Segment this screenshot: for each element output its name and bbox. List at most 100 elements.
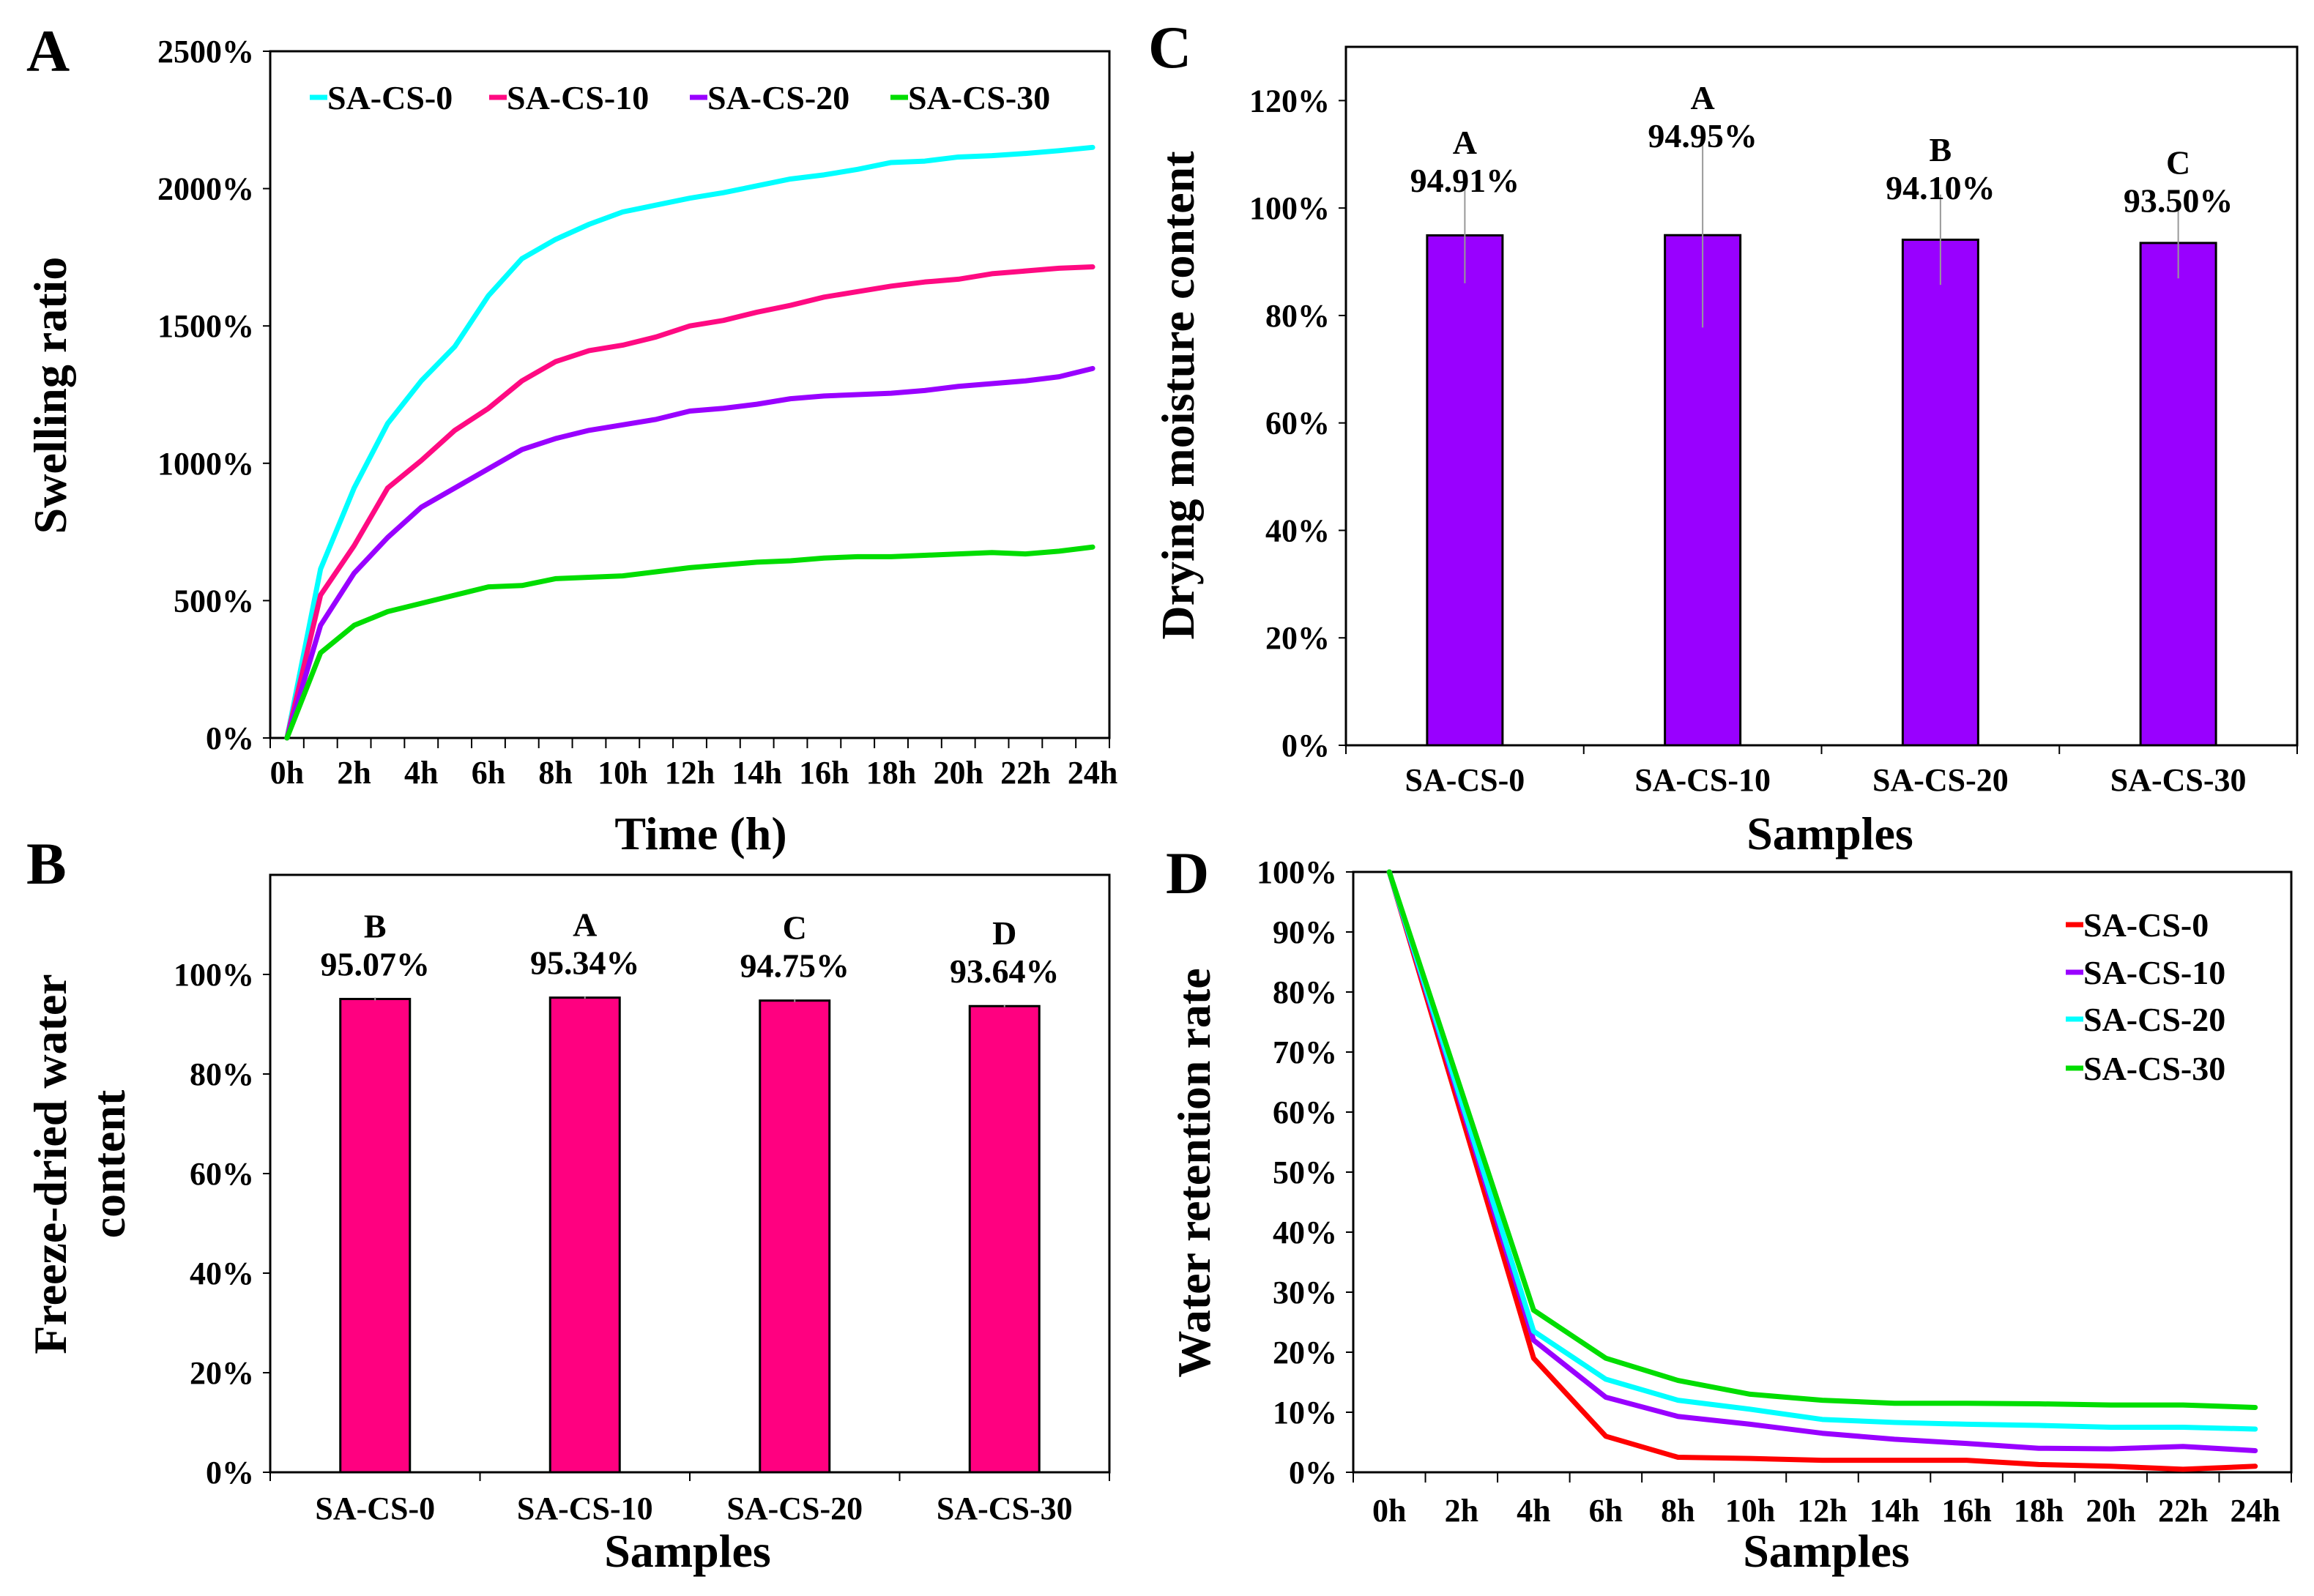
bar-b-sa-cs-20 bbox=[759, 999, 831, 1474]
significance-letter-c: B bbox=[1930, 131, 1952, 168]
series-line-a-sa-cs-20 bbox=[284, 365, 1095, 741]
x-tick-label-a: 2h bbox=[337, 755, 371, 791]
y-tick-label-d: 10% bbox=[1273, 1395, 1337, 1431]
y-axis-title-d: Water retention rate bbox=[1168, 968, 1220, 1377]
bar-c-sa-cs-30 bbox=[2139, 242, 2217, 747]
y-tick-label-c: 100% bbox=[1249, 190, 1330, 226]
y-tick-label-c: 60% bbox=[1265, 406, 1330, 441]
panel-label-b: B bbox=[26, 830, 67, 897]
x-tick-label-a: 22h bbox=[1000, 755, 1050, 791]
y-tick-label-a: 0% bbox=[206, 720, 254, 756]
value-label-c: 94.10% bbox=[1886, 169, 1995, 206]
series-line-d-sa-cs-30 bbox=[1386, 869, 2258, 1410]
x-tick-label-b: SA-CS-30 bbox=[937, 1491, 1073, 1526]
x-tick-label-d: 4h bbox=[1517, 1493, 1550, 1529]
series-line-a-sa-cs-30 bbox=[284, 544, 1095, 741]
x-tick-label-c: SA-CS-30 bbox=[2110, 762, 2247, 798]
significance-letter-b: B bbox=[364, 908, 387, 945]
panel-label-a: A bbox=[26, 18, 70, 84]
y-tick-label-d: 40% bbox=[1273, 1215, 1337, 1250]
value-label-b: 94.75% bbox=[740, 947, 850, 985]
x-tick-label-d: 8h bbox=[1661, 1493, 1694, 1529]
y-tick-label-b: 60% bbox=[190, 1156, 254, 1192]
x-tick-label-d: 2h bbox=[1445, 1493, 1478, 1529]
bar-b-sa-cs-0 bbox=[339, 998, 412, 1474]
x-axis-title-c: Samples bbox=[1746, 808, 1913, 859]
y-tick-label-d: 100% bbox=[1257, 854, 1337, 890]
x-tick-label-a: 20h bbox=[933, 755, 983, 791]
y-tick-label-a: 1000% bbox=[157, 446, 254, 482]
x-tick-label-d: 12h bbox=[1797, 1493, 1847, 1529]
significance-letter-c: A bbox=[1453, 124, 1477, 161]
bar-b-sa-cs-30 bbox=[968, 1004, 1041, 1474]
y-tick-label-b: 40% bbox=[190, 1256, 254, 1291]
x-tick-label-a: 24h bbox=[1068, 755, 1117, 791]
x-tick-label-a: 12h bbox=[665, 755, 715, 791]
y-tick-label-d: 30% bbox=[1273, 1275, 1337, 1310]
series-line-a-sa-cs-10 bbox=[284, 264, 1095, 741]
x-tick-label-d: 24h bbox=[2230, 1493, 2280, 1529]
significance-letter-b: D bbox=[992, 914, 1016, 952]
x-tick-label-a: 0h bbox=[270, 755, 304, 791]
legend-label-a: SA-CS-0 bbox=[327, 79, 453, 116]
y-tick-label-a: 2000% bbox=[157, 171, 254, 207]
y-tick-label-a: 500% bbox=[174, 583, 254, 619]
x-tick-label-a: 6h bbox=[472, 755, 505, 791]
significance-letter-b: A bbox=[573, 906, 597, 944]
y-axis-title-b: Freeze-dried water bbox=[24, 974, 76, 1354]
y-tick-label-b: 100% bbox=[174, 957, 254, 993]
x-tick-label-c: SA-CS-20 bbox=[1872, 762, 2009, 798]
value-label-c: 94.95% bbox=[1648, 117, 1757, 154]
y-tick-label-d: 50% bbox=[1273, 1155, 1337, 1190]
significance-letter-b: C bbox=[783, 909, 807, 947]
y-tick-label-b: 20% bbox=[190, 1355, 254, 1391]
panel-label-c: C bbox=[1148, 14, 1191, 81]
value-label-b: 95.07% bbox=[321, 946, 431, 983]
x-tick-label-b: SA-CS-20 bbox=[726, 1491, 863, 1526]
y-tick-label-d: 60% bbox=[1273, 1095, 1337, 1130]
x-tick-label-d: 0h bbox=[1372, 1493, 1406, 1529]
series-line-a-sa-cs-0 bbox=[284, 144, 1095, 741]
x-tick-label-a: 4h bbox=[404, 755, 438, 791]
x-tick-label-d: 22h bbox=[2158, 1493, 2208, 1529]
y-axis-title-b: content bbox=[83, 1089, 135, 1238]
plot-frame-a bbox=[269, 50, 1111, 739]
x-tick-label-d: 20h bbox=[2086, 1493, 2135, 1529]
x-tick-label-d: 14h bbox=[1870, 1493, 1919, 1529]
significance-letter-c: A bbox=[1691, 79, 1715, 116]
y-axis-title-a: Swelling ratio bbox=[24, 257, 76, 534]
x-tick-label-d: 18h bbox=[2014, 1493, 2064, 1529]
legend-label-d: SA-CS-30 bbox=[2083, 1050, 2225, 1087]
legend-label-a: SA-CS-20 bbox=[707, 79, 849, 116]
value-label-b: 93.64% bbox=[950, 952, 1060, 990]
bar-c-sa-cs-0 bbox=[1426, 234, 1504, 747]
series-line-d-sa-cs-0 bbox=[1386, 869, 2258, 1472]
x-axis-title-a: Time (h) bbox=[614, 808, 786, 859]
y-tick-label-c: 120% bbox=[1249, 83, 1330, 119]
y-tick-label-d: 0% bbox=[1289, 1455, 1337, 1491]
x-tick-label-a: 14h bbox=[732, 755, 781, 791]
x-axis-title-d: Samples bbox=[1743, 1525, 1910, 1577]
y-tick-label-c: 20% bbox=[1265, 620, 1330, 656]
y-tick-label-c: 80% bbox=[1265, 298, 1330, 334]
significance-letter-c: C bbox=[2166, 143, 2190, 181]
x-tick-label-c: SA-CS-10 bbox=[1634, 762, 1771, 798]
y-tick-label-c: 0% bbox=[1281, 728, 1330, 764]
y-tick-label-d: 70% bbox=[1273, 1034, 1337, 1070]
x-tick-label-a: 18h bbox=[866, 755, 916, 791]
y-tick-label-c: 40% bbox=[1265, 512, 1330, 548]
x-tick-label-b: SA-CS-0 bbox=[315, 1491, 435, 1526]
legend-label-a: SA-CS-30 bbox=[908, 79, 1050, 116]
bar-c-sa-cs-20 bbox=[1901, 238, 1979, 747]
x-tick-label-b: SA-CS-10 bbox=[517, 1491, 653, 1526]
x-axis-title-b: Samples bbox=[604, 1525, 771, 1577]
y-tick-label-a: 2500% bbox=[157, 34, 254, 70]
y-tick-label-d: 90% bbox=[1273, 914, 1337, 950]
y-axis-title-c: Drying moisture content bbox=[1152, 151, 1204, 640]
value-label-b: 95.34% bbox=[530, 944, 640, 982]
x-tick-label-a: 10h bbox=[598, 755, 647, 791]
x-tick-label-a: 8h bbox=[538, 755, 572, 791]
legend-label-d: SA-CS-0 bbox=[2083, 906, 2209, 944]
x-tick-label-c: SA-CS-0 bbox=[1405, 762, 1525, 798]
